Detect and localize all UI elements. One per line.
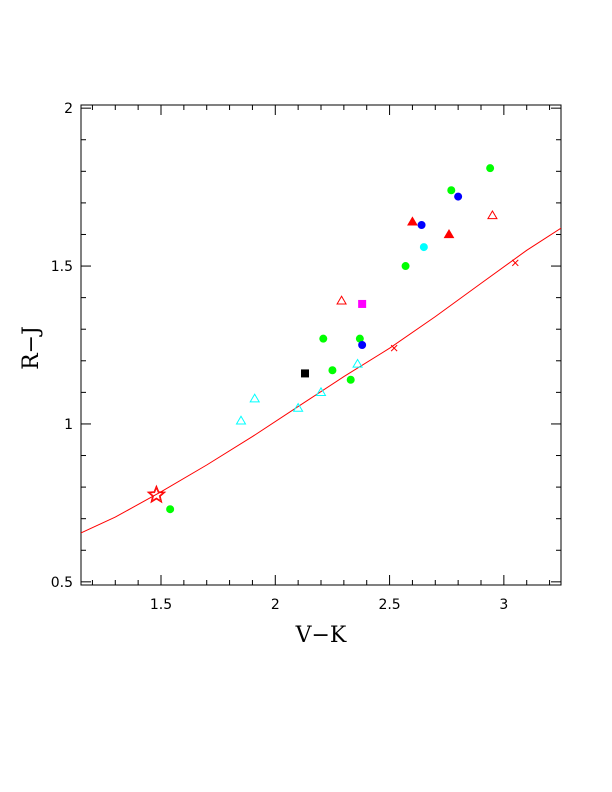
circle-point <box>447 186 456 195</box>
tick-labels: 1.5 2 2.5 3 0.5 1 1.5 2 <box>51 101 509 613</box>
triangle-point <box>336 295 347 305</box>
data-points <box>146 164 519 514</box>
triangle-point <box>487 210 498 220</box>
star-point-inner <box>149 487 164 502</box>
model-curve-line <box>81 227 561 534</box>
cross-stroke <box>511 259 519 267</box>
triangle-point <box>315 386 327 397</box>
x-axis-label: V−K <box>295 623 347 648</box>
plot-border <box>80 104 562 586</box>
circle-point <box>454 192 463 201</box>
axis-ticks <box>81 105 561 585</box>
triangle-point <box>443 228 455 239</box>
triangle-point <box>352 358 363 368</box>
square-point <box>301 369 309 378</box>
circle-point <box>328 366 337 375</box>
circle-point <box>319 334 328 343</box>
cross-point <box>511 259 519 267</box>
circle-point <box>419 243 428 252</box>
model-curve <box>81 227 561 534</box>
x-tick-label: 1.5 <box>150 597 172 613</box>
x-tick-label: 2 <box>271 597 280 613</box>
x-tick-label: 2.5 <box>378 597 400 613</box>
y-tick-label: 0.5 <box>51 575 73 591</box>
triangle-point <box>292 402 304 412</box>
y-axis-label: R−J <box>19 326 44 370</box>
square-point <box>358 299 367 308</box>
y-tick-label: 1 <box>64 417 73 433</box>
circle-point <box>486 164 495 173</box>
circle-point <box>417 221 426 229</box>
cross-stroke <box>390 344 398 352</box>
triangle-point <box>407 216 418 226</box>
circle-point <box>166 505 175 514</box>
circle-point <box>401 262 410 271</box>
x-tick-label: 3 <box>499 597 508 613</box>
triangle-point <box>235 415 247 425</box>
cross-point <box>390 344 398 352</box>
circle-point <box>358 341 367 349</box>
circle-point <box>346 375 355 384</box>
y-tick-label: 1.5 <box>51 259 73 275</box>
star-point <box>146 484 167 504</box>
plot-frame <box>80 104 562 586</box>
y-tick-label: 2 <box>64 101 73 117</box>
triangle-point <box>249 393 261 403</box>
